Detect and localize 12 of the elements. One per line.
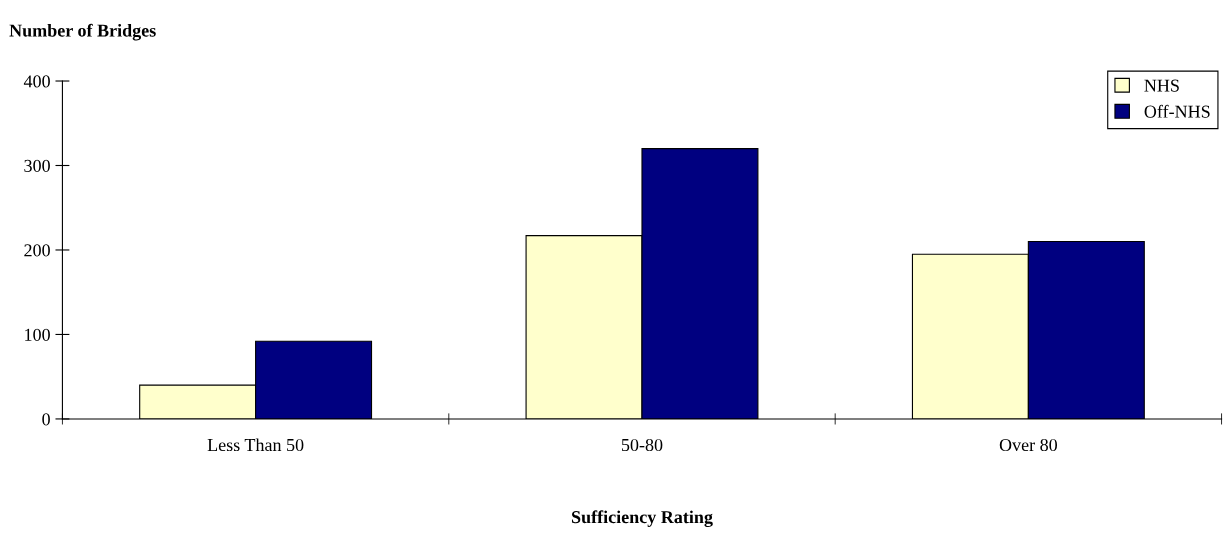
y-tick-label: 300: [24, 159, 50, 172]
y-axis-title: Number of Bridges: [9, 23, 156, 41]
x-tick-label: 50-80: [621, 438, 663, 452]
y-tick-label: 0: [42, 413, 50, 426]
x-axis-title: Sufficiency Rating: [571, 510, 713, 528]
x-tick-label: Less Than 50: [207, 438, 304, 452]
x-tick-label: Over 80: [999, 438, 1058, 452]
y-tick-label: 100: [25, 328, 50, 341]
y-tick-label: 200: [24, 244, 50, 257]
legend-label: Off-NHS: [1144, 104, 1210, 118]
legend-label: NHS: [1144, 79, 1179, 92]
y-tick-label: 400: [23, 75, 50, 88]
